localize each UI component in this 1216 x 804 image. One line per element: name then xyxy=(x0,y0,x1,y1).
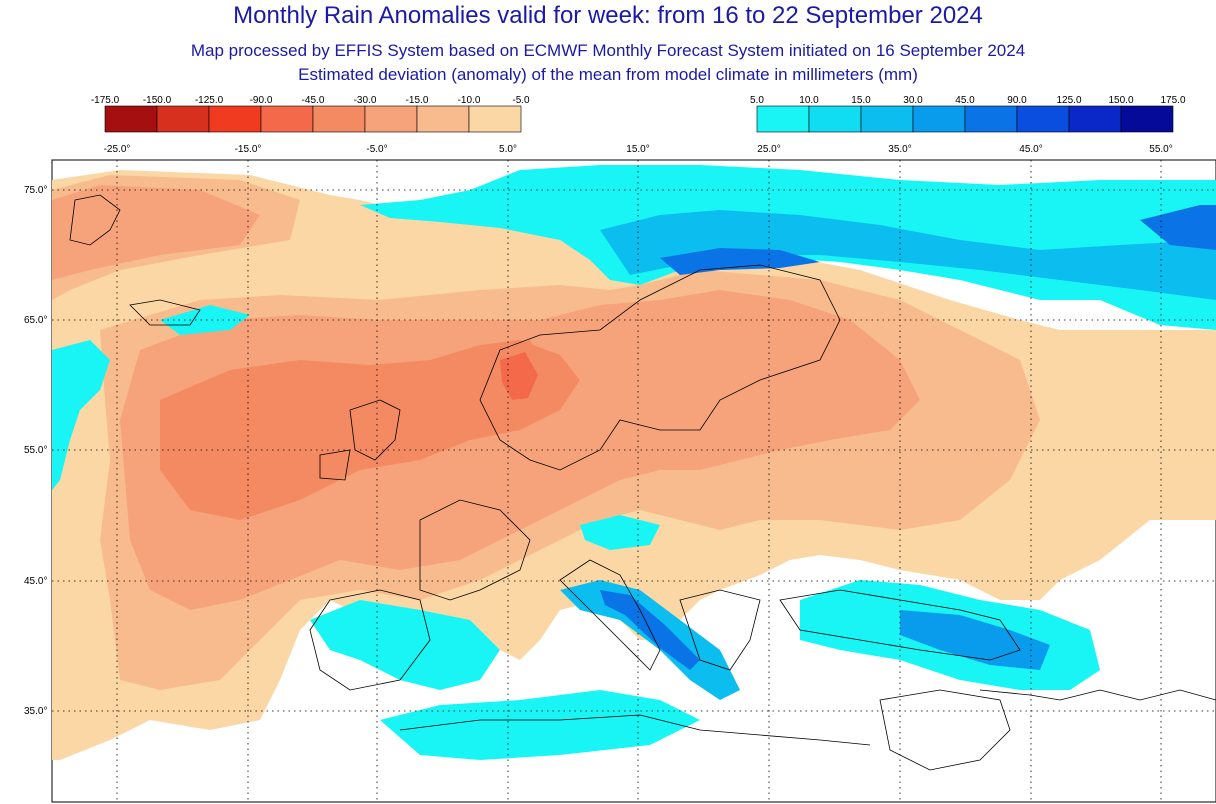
longitude-label: -5.0° xyxy=(366,144,387,155)
legend-positive: 5.0 10.0 15.0 30.0 45.0 90.0 125.0 150.0 175.0 xyxy=(750,95,1186,133)
legend-negative: -175.0 -150.0 -125.0 -90.0 -45.0 -30.0 -15.0 -1… xyxy=(91,95,530,133)
longitude-label: 15.0° xyxy=(626,144,649,155)
legend-negative-label: -125.0 xyxy=(195,95,224,106)
legend-positive-label: 150.0 xyxy=(1108,95,1133,106)
legend-negative-swatch xyxy=(208,105,262,133)
wet-region-central-europe xyxy=(580,515,660,550)
legend-positive-label: 10.0 xyxy=(799,95,819,106)
latitude-label: 35.0° xyxy=(24,706,47,717)
legend-positive-label: 125.0 xyxy=(1056,95,1081,106)
latitude-label: 45.0° xyxy=(24,576,47,587)
wet-region-north-strong xyxy=(660,205,1216,275)
legend-negative-swatch xyxy=(104,105,158,133)
legend-negative-label: -45.0 xyxy=(302,95,325,106)
wet-region-iberia-med xyxy=(310,600,700,760)
legend-positive-swatch xyxy=(1068,105,1122,133)
legend-negative-swatch xyxy=(156,105,210,133)
legend-negative-label: -15.0 xyxy=(406,95,429,106)
latitude-label: 65.0° xyxy=(24,315,47,326)
longitude-label: 35.0° xyxy=(888,144,911,155)
longitude-label: 5.0° xyxy=(499,144,517,155)
legend-positive-label: 5.0 xyxy=(750,95,764,106)
latitude-label: 75.0° xyxy=(24,185,47,196)
map-title: Monthly Rain Anomalies valid for week: f… xyxy=(233,2,983,29)
legend-positive-label: 30.0 xyxy=(903,95,923,106)
legend-negative-swatch xyxy=(468,105,522,133)
legend-negative-swatch xyxy=(364,105,418,133)
legend-positive-swatch xyxy=(912,105,966,133)
map-subtitle: Map processed by EFFIS System based on E… xyxy=(190,41,1026,60)
legend-positive-swatch xyxy=(964,105,1018,133)
legend-negative-label: -30.0 xyxy=(354,95,377,106)
legend-negative-label: -90.0 xyxy=(250,95,273,106)
latitude-labels: 75.0° 65.0° 55.0° 45.0° 35.0° xyxy=(24,185,47,717)
wet-region-west xyxy=(52,305,250,490)
legend-positive-swatch xyxy=(1120,105,1174,133)
legend-negative-swatch xyxy=(416,105,470,133)
legend-negative-label: -5.0 xyxy=(512,95,530,106)
coastlines xyxy=(69,194,1216,771)
longitude-label: -25.0° xyxy=(104,144,131,155)
anomaly-field xyxy=(52,160,1216,802)
dry-region-darkest xyxy=(160,340,580,520)
legend-positive-label: 90.0 xyxy=(1007,95,1027,106)
longitude-label: 25.0° xyxy=(757,144,780,155)
legend-negative-label: -175.0 xyxy=(91,95,120,106)
longitude-label: 45.0° xyxy=(1019,144,1042,155)
legend-positive-label: 45.0 xyxy=(955,95,975,106)
dry-region-peak xyxy=(500,352,538,400)
legend-positive-label: 15.0 xyxy=(851,95,871,106)
legend-positive-label: 175.0 xyxy=(1160,95,1185,106)
legend-negative-label: -150.0 xyxy=(143,95,172,106)
legend-positive-swatch xyxy=(860,105,914,133)
longitude-label: -15.0° xyxy=(235,144,262,155)
wet-region-balkans xyxy=(560,580,740,700)
legend-negative-swatch xyxy=(260,105,314,133)
longitude-label: 55.0° xyxy=(1149,144,1172,155)
legend-negative-label: -10.0 xyxy=(458,95,481,106)
wet-region-north-mid xyxy=(600,210,1216,300)
wet-region-east-strong xyxy=(900,610,1050,670)
graticule xyxy=(52,160,1216,802)
legend-positive-swatch xyxy=(808,105,862,133)
legend-positive-swatch xyxy=(1016,105,1070,133)
map-units-note: Estimated deviation (anomaly) of the mea… xyxy=(298,65,918,84)
latitude-label: 55.0° xyxy=(24,445,47,456)
legend-positive-swatch xyxy=(756,105,810,133)
longitude-labels: -25.0° -15.0° -5.0° 5.0° 15.0° 25.0° 35.0° 45.0… xyxy=(104,144,1173,155)
legend-negative-swatch xyxy=(312,105,366,133)
map-panel: 75.0° 65.0° 55.0° 45.0° 35.0° xyxy=(24,159,1216,803)
